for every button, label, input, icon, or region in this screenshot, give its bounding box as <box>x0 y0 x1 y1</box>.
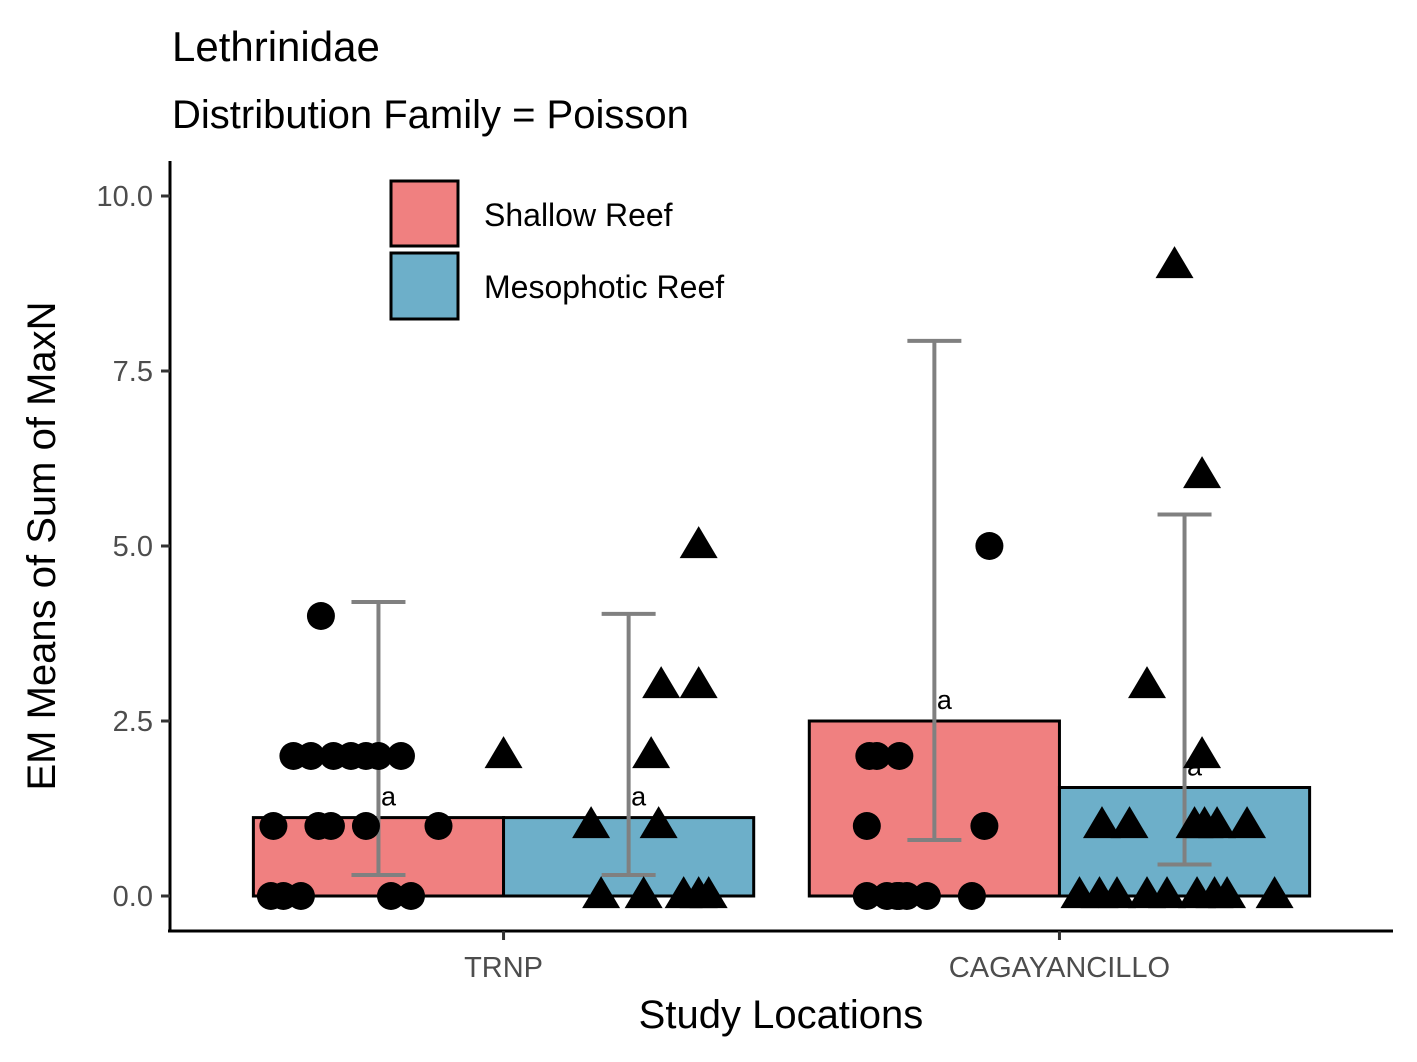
sig-letter-shallow-reef: a <box>381 782 397 812</box>
point-mesophotic-reef <box>572 806 611 839</box>
legend-key-mesophotic-reef <box>389 251 460 321</box>
point-mesophotic-reef <box>1148 876 1187 909</box>
point-mesophotic-reef <box>1183 736 1222 769</box>
sig-letter-mesophotic-reef: a <box>631 782 647 812</box>
point-mesophotic-reef <box>1082 806 1121 839</box>
point-mesophotic-reef <box>632 736 671 769</box>
point-shallow-reef <box>885 882 914 910</box>
point-mesophotic-reef <box>639 806 678 839</box>
point-mesophotic-reef <box>1110 806 1149 839</box>
point-mesophotic-reef <box>1255 876 1294 909</box>
point-shallow-reef <box>424 812 453 840</box>
point-shallow-reef <box>957 882 986 910</box>
point-mesophotic-reef <box>1155 246 1194 279</box>
point-mesophotic-reef <box>1183 456 1222 489</box>
x-tick-label: CAGAYANCILLO <box>949 952 1170 984</box>
point-shallow-reef <box>376 882 405 910</box>
point-mesophotic-reef <box>1208 876 1247 909</box>
point-mesophotic-reef <box>679 526 718 559</box>
point-shallow-reef <box>852 882 881 910</box>
point-shallow-reef <box>351 812 380 840</box>
significance-letters: a a a a <box>381 685 1203 812</box>
point-shallow-reef <box>975 532 1004 560</box>
point-shallow-reef <box>386 742 415 770</box>
point-mesophotic-reef <box>1097 876 1136 909</box>
y-tick-label: 10.0 <box>97 181 153 213</box>
point-shallow-reef <box>912 882 941 910</box>
point-shallow-reef <box>316 812 345 840</box>
x-ticks: TRNP CAGAYANCILLO <box>464 931 1170 984</box>
x-tick-label: TRNP <box>464 952 543 984</box>
point-shallow-reef <box>852 812 881 840</box>
y-tick-label: 7.5 <box>113 356 153 388</box>
point-shallow-reef <box>396 882 425 910</box>
point-mesophotic-reef <box>582 876 621 909</box>
point-mesophotic-reef <box>642 666 681 699</box>
point-mesophotic-reef <box>679 666 718 699</box>
point-shallow-reef <box>296 742 325 770</box>
point-shallow-reef <box>862 742 891 770</box>
data-points <box>256 246 1294 910</box>
point-shallow-reef <box>306 602 335 630</box>
x-axis-title: Study Locations <box>639 993 924 1037</box>
chart-title: Lethrinidae <box>172 23 380 70</box>
chart-subtitle: Distribution Family = Poisson <box>172 93 689 137</box>
point-mesophotic-reef <box>624 876 663 909</box>
x-axis: TRNP CAGAYANCILLO <box>168 929 1393 984</box>
point-mesophotic-reef <box>484 736 523 769</box>
point-shallow-reef <box>970 812 999 840</box>
legend-label-mesophotic-reef: Mesophotic Reef <box>484 269 724 305</box>
legend: Shallow Reef Mesophotic Reef <box>389 179 724 321</box>
point-mesophotic-reef <box>1228 806 1267 839</box>
point-shallow-reef <box>259 812 288 840</box>
y-axis-title: EM Means of Sum of MaxN <box>20 301 64 790</box>
point-shallow-reef <box>364 742 393 770</box>
point-mesophotic-reef <box>1198 806 1237 839</box>
sig-letter-shallow-reef: a <box>937 685 953 715</box>
point-mesophotic-reef <box>689 876 728 909</box>
y-axis: 0.0 2.5 5.0 7.5 10.0 <box>97 161 172 932</box>
point-shallow-reef <box>286 882 315 910</box>
y-ticks: 0.0 2.5 5.0 7.5 10.0 <box>97 181 170 913</box>
legend-label-shallow-reef: Shallow Reef <box>484 197 673 233</box>
point-mesophotic-reef <box>1128 666 1167 699</box>
sig-letter-mesophotic-reef: a <box>1187 752 1203 782</box>
point-shallow-reef <box>885 742 914 770</box>
y-tick-label: 5.0 <box>113 531 153 563</box>
legend-key-shallow-reef <box>389 179 460 248</box>
y-tick-label: 2.5 <box>113 706 153 738</box>
y-tick-label: 0.0 <box>113 881 153 913</box>
